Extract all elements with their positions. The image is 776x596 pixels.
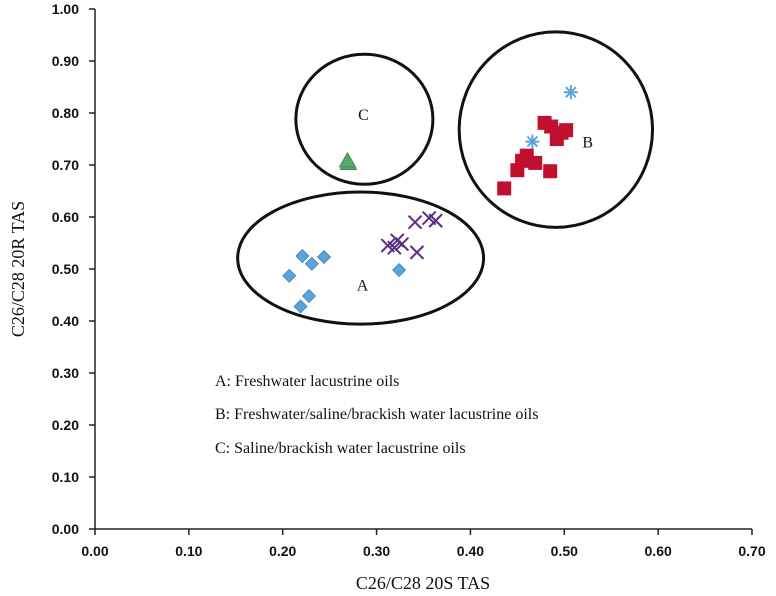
y-ticks: 0.00 0.10 0.20 0.30 0.40 0.50 0.60 0.70 0.80 0.90… — [52, 1, 95, 537]
x-tick-label: 0.70 — [738, 543, 765, 559]
x-tick-label: 0.40 — [457, 543, 484, 559]
square-point — [528, 155, 543, 170]
asterisk-point — [563, 85, 578, 100]
legend-entry-b: B: Freshwater/saline/brackish water lacu… — [215, 406, 538, 423]
y-tick-label: 0.20 — [52, 417, 79, 433]
x-tick-label: 0.00 — [81, 543, 108, 559]
data-points — [282, 85, 578, 314]
diamond-point — [293, 299, 308, 314]
x-axis-title: C26/C28 20S TAS — [356, 573, 490, 593]
triangle-point — [338, 151, 357, 168]
asterisk-point — [525, 134, 540, 149]
region-label-b: B — [582, 135, 593, 152]
diamond-point — [301, 288, 317, 304]
y-tick-label: 0.60 — [52, 209, 79, 225]
region-ellipse-a — [236, 190, 486, 326]
y-tick-label: 0.10 — [52, 469, 79, 485]
region-label-c: C — [358, 107, 369, 124]
diamond-point — [316, 249, 332, 265]
x-tick-label: 0.10 — [175, 543, 202, 559]
cross-point — [394, 236, 410, 252]
y-tick-label: 0.40 — [52, 313, 79, 329]
y-tick-label: 0.00 — [52, 521, 79, 537]
region-label-a: A — [357, 278, 369, 295]
x-tick-label: 0.20 — [269, 543, 296, 559]
y-tick-label: 1.00 — [52, 1, 79, 17]
square-point — [543, 164, 558, 179]
region-ellipse-c — [294, 52, 435, 186]
diamond-point — [304, 256, 319, 271]
y-axis-title: C26/C28 20R TAS — [8, 201, 28, 337]
legend-entry-a: A: Freshwater lacustrine oils — [215, 373, 399, 390]
y-tick-label: 0.50 — [52, 261, 79, 277]
square-point — [497, 181, 512, 196]
diamond-point — [295, 248, 310, 264]
y-tick-label: 0.30 — [52, 365, 79, 381]
diamond-point — [392, 262, 407, 278]
x-tick-label: 0.50 — [551, 543, 578, 559]
region-ellipses — [236, 30, 655, 326]
x-tick-label: 0.60 — [645, 543, 672, 559]
x-tick-label: 0.30 — [363, 543, 390, 559]
diamond-point — [282, 268, 297, 283]
x-ticks: 0.00 0.10 0.20 0.30 0.40 0.50 0.60 0.70 — [81, 529, 766, 559]
cross-point — [407, 214, 423, 230]
y-tick-label: 0.90 — [52, 53, 79, 69]
cross-point — [409, 245, 425, 260]
y-tick-label: 0.80 — [52, 105, 79, 121]
cross-point — [428, 213, 443, 228]
square-point — [559, 123, 574, 138]
legend-entry-c: C: Saline/brackish water lacustrine oils — [215, 440, 466, 457]
y-tick-label: 0.70 — [52, 157, 79, 173]
region-labels: A B C — [357, 107, 593, 295]
region-ellipse-b — [457, 30, 655, 229]
cross-point — [387, 240, 402, 255]
